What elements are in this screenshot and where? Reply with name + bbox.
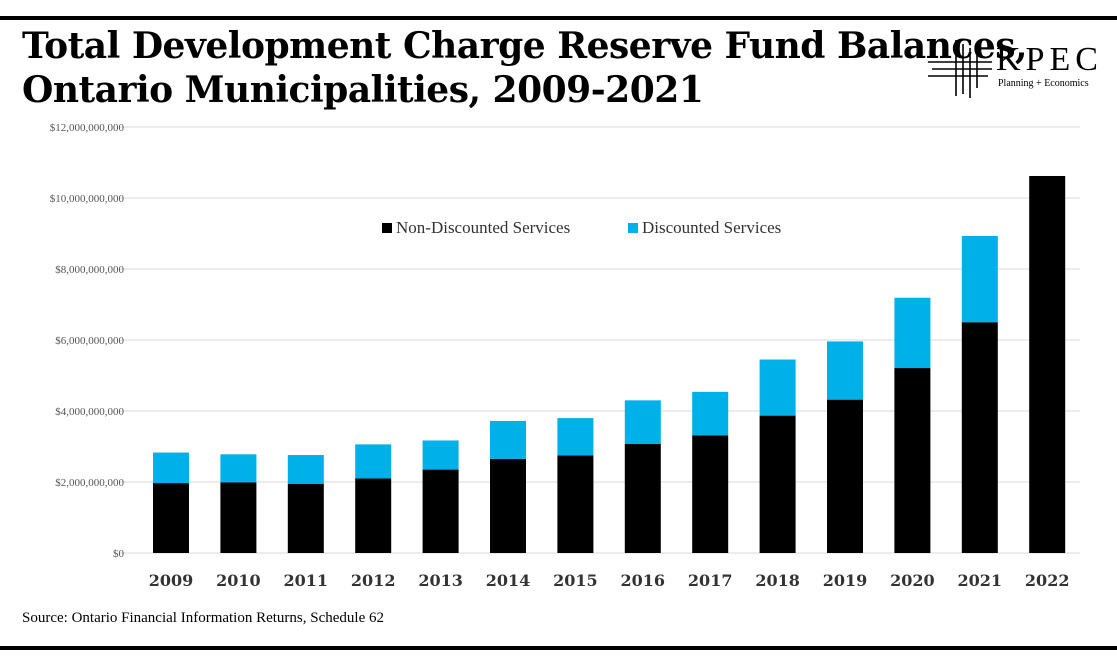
logo-mark-icon: [928, 40, 992, 98]
legend: Non-Discounted Services Discounted Servic…: [382, 218, 781, 237]
legend-label: Discounted Services: [642, 218, 781, 237]
source-note: Source: Ontario Financial Information Re…: [22, 610, 384, 626]
bar-discounted: [827, 341, 863, 400]
y-tick-label: $4,000,000,000: [55, 406, 124, 418]
x-tick-label: 2016: [621, 571, 666, 590]
legend-label: Non-Discounted Services: [396, 218, 570, 237]
x-tick-label: 2011: [284, 571, 329, 590]
bar-non-discounted: [220, 482, 257, 553]
bar-discounted: [692, 391, 729, 436]
bar-discounted: [287, 455, 324, 484]
bar-non-discounted: [422, 469, 459, 553]
x-tick-label: 2020: [890, 571, 935, 590]
x-tick-label: 2014: [486, 571, 531, 590]
bar-discounted: [624, 400, 661, 445]
y-tick-label: $10,000,000,000: [50, 193, 125, 205]
bar-discounted: [355, 444, 392, 479]
y-tick-label: $0: [113, 548, 125, 560]
bar-non-discounted: [1029, 175, 1066, 553]
stacked-bar-chart: $0 $2,000,000,000 $4,000,000,000 $6,000,000…: [50, 122, 1080, 590]
x-tick-label: 2017: [688, 571, 733, 590]
x-tick-label: 2010: [216, 571, 261, 590]
x-axis-ticks: 2009 2010 2011 2012 2013 2014 2015 2016 2017 2018…: [149, 571, 1070, 590]
bottom-rule: [0, 646, 1117, 650]
x-tick-label: 2009: [149, 571, 194, 590]
y-tick-label: $2,000,000,000: [55, 477, 124, 489]
gridlines: [120, 126, 1080, 554]
bar-non-discounted: [894, 368, 931, 553]
bar-non-discounted: [153, 483, 189, 553]
legend-swatch: [628, 223, 638, 233]
logo-name: KPEC: [996, 41, 1103, 78]
bar-discounted: [894, 297, 931, 369]
bars: [153, 175, 1066, 553]
y-tick-label: $8,000,000,000: [55, 264, 124, 276]
logo-tagline: Planning + Economics: [998, 78, 1089, 89]
bar-discounted: [490, 420, 526, 459]
bar-non-discounted: [624, 444, 661, 553]
x-tick-label: 2022: [1025, 571, 1070, 590]
x-tick-label: 2013: [418, 571, 463, 590]
bar-discounted: [153, 452, 189, 484]
bar-discounted: [220, 454, 257, 483]
title-line-2: Ontario Municipalities, 2009-2021: [22, 69, 704, 111]
legend-swatch: [382, 223, 392, 233]
top-rule: [0, 16, 1117, 20]
x-tick-label: 2021: [958, 571, 1003, 590]
bar-non-discounted: [827, 399, 863, 553]
chart-title: Total Development Charge Reserve Fund Ba…: [22, 24, 1028, 112]
x-tick-label: 2018: [755, 571, 800, 590]
bar-non-discounted: [759, 415, 796, 553]
x-tick-label: 2015: [553, 571, 598, 590]
y-axis-ticks: $0 $2,000,000,000 $4,000,000,000 $6,000,000…: [50, 122, 125, 560]
bar-discounted: [422, 440, 459, 470]
y-tick-label: $6,000,000,000: [55, 335, 124, 347]
x-tick-label: 2012: [351, 571, 396, 590]
y-tick-label: $12,000,000,000: [50, 122, 125, 134]
bar-non-discounted: [692, 435, 729, 553]
bar-discounted: [557, 418, 594, 456]
x-tick-label: 2019: [823, 571, 868, 590]
bar-non-discounted: [355, 478, 392, 553]
title-line-1: Total Development Charge Reserve Fund Ba…: [22, 25, 1028, 67]
bar-non-discounted: [490, 458, 526, 553]
bar-non-discounted: [961, 322, 998, 553]
bar-non-discounted: [287, 483, 324, 553]
bar-discounted: [759, 359, 796, 416]
kpec-logo: KPEC Planning + Economics: [928, 38, 1098, 98]
bar-discounted: [961, 235, 998, 323]
bar-non-discounted: [557, 455, 594, 553]
